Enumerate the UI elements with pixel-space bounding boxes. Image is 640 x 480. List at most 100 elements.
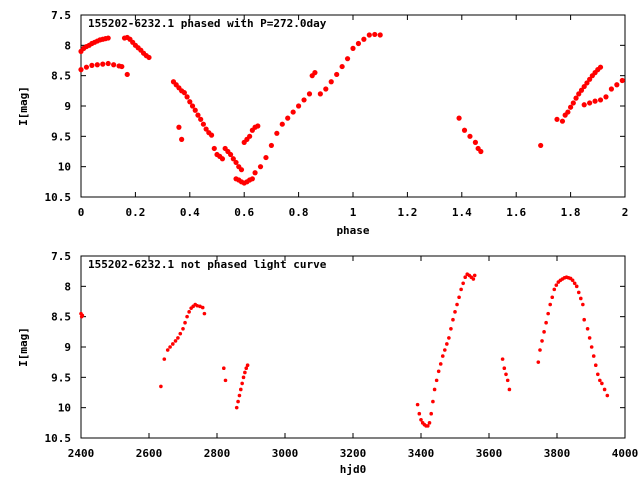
data-point bbox=[187, 99, 193, 105]
data-point bbox=[80, 313, 85, 318]
data-point bbox=[377, 32, 383, 38]
data-point bbox=[592, 98, 598, 104]
x-tick-label: 2400 bbox=[68, 447, 95, 460]
data-point bbox=[550, 295, 555, 300]
x-tick-label: 1.6 bbox=[506, 206, 526, 219]
y-tick-label: 8 bbox=[64, 280, 71, 293]
y-tick-label: 10.5 bbox=[45, 191, 72, 204]
data-point bbox=[372, 31, 378, 38]
data-point bbox=[89, 62, 95, 68]
data-point bbox=[344, 56, 351, 62]
data-point bbox=[457, 295, 461, 300]
data-point bbox=[608, 86, 615, 92]
data-point bbox=[453, 310, 457, 314]
x-tick-label: 1.8 bbox=[561, 206, 581, 219]
data-point bbox=[312, 70, 318, 76]
data-point bbox=[219, 156, 226, 162]
phased-light-curve-panel: 0 0.2 0.4 0.6 0.8 1 1.2 1.4 1.6 1.8 2 7.5 8 8.5 9 9.5 10… bbox=[17, 9, 628, 237]
data-point bbox=[589, 345, 594, 349]
data-point bbox=[471, 277, 476, 281]
data-point bbox=[472, 139, 478, 145]
x-tick-label: 3400 bbox=[408, 447, 435, 460]
data-point bbox=[587, 76, 593, 82]
data-point bbox=[243, 370, 247, 375]
data-point bbox=[198, 116, 204, 122]
data-point bbox=[234, 405, 239, 410]
data-point bbox=[183, 320, 187, 325]
data-point bbox=[581, 83, 587, 90]
data-point bbox=[451, 317, 455, 322]
data-point bbox=[576, 91, 582, 97]
data-point bbox=[542, 330, 546, 334]
x-tick-label: 0.8 bbox=[289, 206, 309, 219]
y-tick-label: 8.5 bbox=[51, 70, 71, 83]
data-point bbox=[279, 121, 285, 127]
data-point bbox=[576, 290, 581, 295]
data-point bbox=[244, 366, 249, 371]
data-point bbox=[461, 281, 465, 286]
data-point bbox=[614, 82, 620, 88]
data-point bbox=[570, 278, 575, 283]
data-point bbox=[552, 287, 557, 292]
data-point bbox=[581, 302, 585, 307]
data-point bbox=[597, 97, 604, 103]
raw-light-curve-panel: 2400 2600 2800 3000 3200 3400 3600 3800 4000 7.5 8… bbox=[17, 250, 638, 476]
data-point bbox=[587, 336, 592, 340]
data-point bbox=[565, 109, 571, 115]
data-point bbox=[233, 159, 239, 166]
data-point bbox=[285, 115, 291, 121]
data-point bbox=[587, 100, 593, 106]
data-point bbox=[431, 399, 435, 404]
data-point bbox=[241, 375, 246, 380]
data-point bbox=[478, 148, 484, 155]
data-point bbox=[415, 402, 420, 407]
data-point bbox=[187, 310, 191, 314]
data-point bbox=[598, 378, 602, 383]
data-point bbox=[554, 116, 560, 122]
data-point bbox=[306, 91, 313, 97]
data-point bbox=[202, 311, 207, 316]
data-point bbox=[249, 176, 255, 182]
data-point bbox=[301, 97, 307, 103]
data-point bbox=[602, 387, 607, 392]
y-axis-title: I[mag] bbox=[17, 327, 30, 367]
x-tick-label: 0 bbox=[78, 206, 85, 219]
y-axis-title: I[mag] bbox=[17, 86, 30, 126]
data-point bbox=[572, 281, 577, 286]
data-point bbox=[185, 314, 189, 319]
data-point bbox=[538, 142, 544, 149]
data-point bbox=[502, 366, 507, 371]
data-point bbox=[208, 132, 215, 138]
data-point bbox=[445, 342, 449, 346]
y-tick-label: 7.5 bbox=[51, 250, 71, 263]
data-point bbox=[591, 354, 596, 358]
data-point bbox=[574, 284, 579, 289]
data-point bbox=[181, 90, 187, 96]
y-tick-label: 8 bbox=[64, 39, 71, 52]
data-point bbox=[239, 387, 243, 392]
data-point bbox=[195, 112, 201, 118]
data-point bbox=[168, 345, 172, 349]
data-point bbox=[504, 372, 508, 377]
data-point bbox=[463, 275, 468, 280]
data-point bbox=[195, 303, 200, 308]
chart-title: 155202-6232.1 not phased light curve bbox=[88, 258, 327, 271]
x-tick-label: 1.2 bbox=[397, 206, 417, 219]
data-point bbox=[176, 124, 182, 130]
data-point bbox=[467, 133, 473, 139]
data-point bbox=[334, 71, 340, 78]
data-point bbox=[434, 378, 439, 383]
data-point bbox=[619, 77, 625, 84]
data-point bbox=[274, 130, 280, 136]
data-point bbox=[538, 348, 542, 352]
data-point bbox=[559, 118, 566, 124]
data-point bbox=[228, 151, 234, 158]
data-point bbox=[597, 64, 604, 70]
data-point bbox=[536, 360, 541, 364]
x-tick-label: 3000 bbox=[272, 447, 299, 460]
data-point bbox=[178, 331, 183, 336]
data-point bbox=[438, 362, 443, 366]
data-point bbox=[83, 64, 90, 70]
data-point bbox=[263, 154, 269, 161]
x-axis-title: phase bbox=[336, 224, 369, 237]
